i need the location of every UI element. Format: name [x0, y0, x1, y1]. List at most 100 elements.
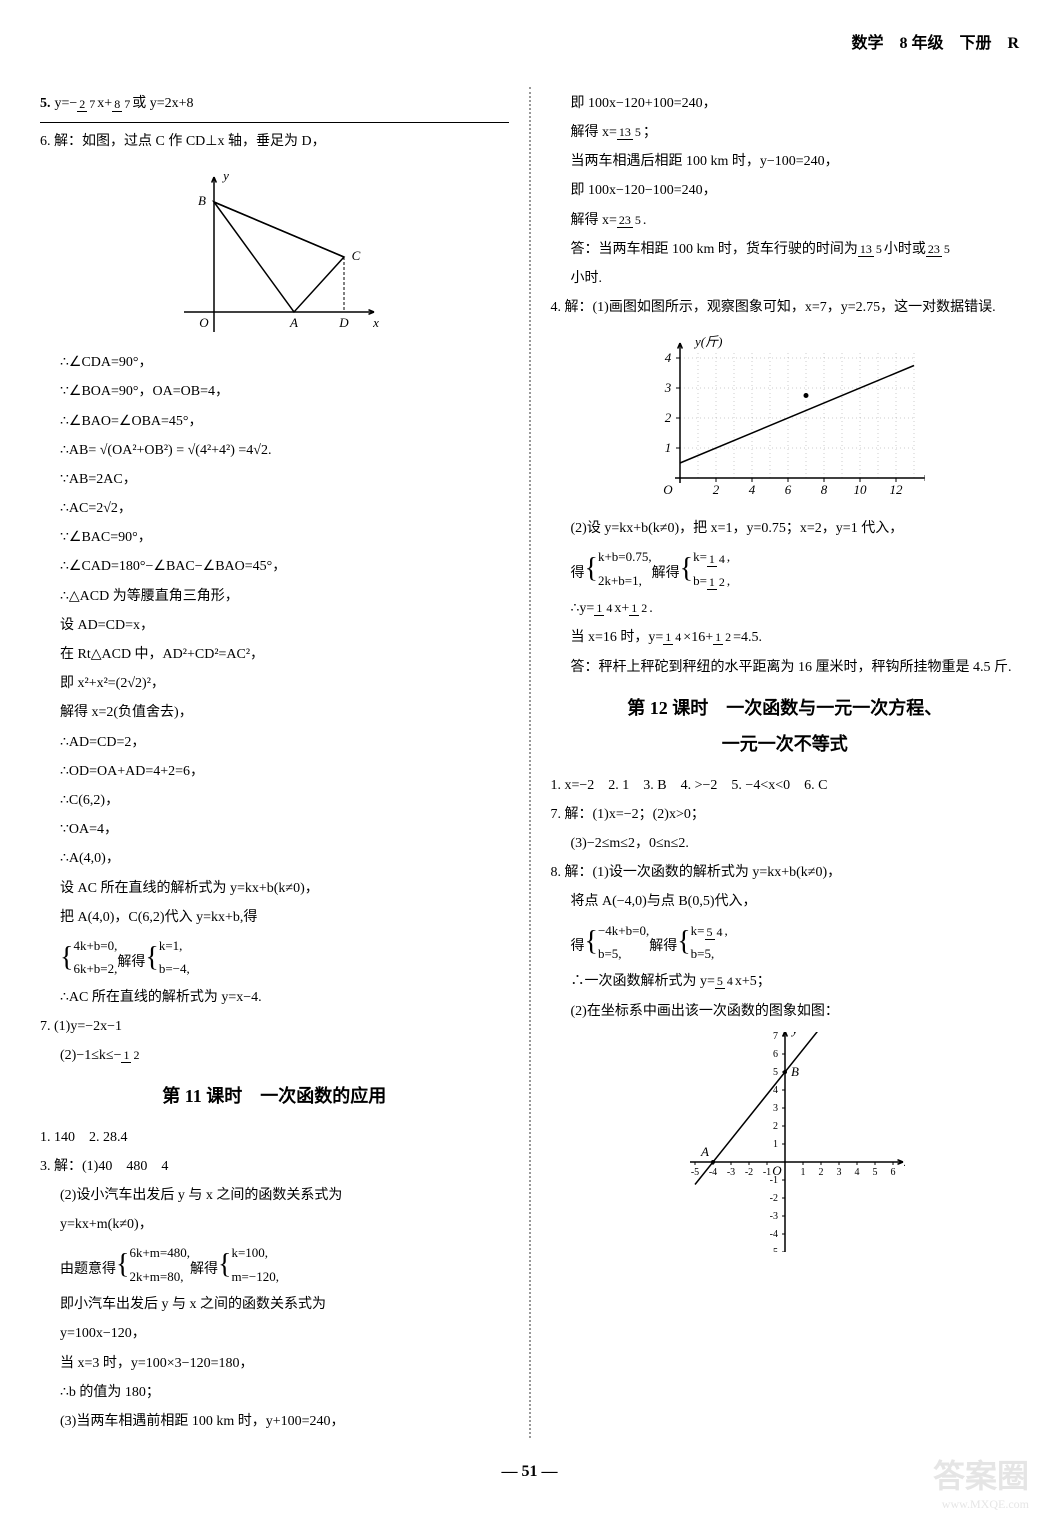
q4-brace: 得 { k+b=0.75,2k+b=1, 解得 { k=14,b=12,	[551, 545, 1020, 592]
svg-text:2: 2	[665, 410, 672, 425]
svg-text:6: 6	[890, 1167, 895, 1178]
r5: 解得 x=235.	[551, 208, 1020, 233]
r1: 即 100x−120+100=240，	[551, 91, 1020, 116]
svg-text:-4: -4	[709, 1167, 717, 1178]
svg-text:x: x	[372, 315, 379, 330]
page-header: 数学 8 年级 下册 R	[40, 30, 1019, 67]
two-column-layout: 5. y=−27x+87或 y=2x+8 6. 解：如图，过点 C 作 CD⊥x…	[40, 87, 1019, 1438]
svg-text:-3: -3	[727, 1167, 735, 1178]
s11-q3-3: (3)当两车相遇前相距 100 km 时，y+100=240，	[40, 1409, 509, 1434]
svg-text:1: 1	[800, 1167, 805, 1178]
q6-step: ∴AC=2√2，	[40, 496, 509, 521]
q6-step: 设 AC 所在直线的解析式为 y=kx+b(k≠0)，	[40, 876, 509, 901]
r3: 当两车相遇后相距 100 km 时，y−100=240，	[551, 149, 1020, 174]
q6-step: 即 x²+x²=(2√2)²，	[40, 671, 509, 696]
q6-working: ∴∠CDA=90°， ∵∠BOA=90°，OA=OB=4， ∴∠BAO=∠OBA=4…	[40, 350, 509, 930]
s11-q3-2f: ∴b 的值为 180；	[40, 1380, 509, 1405]
q6-step: ∴∠CAD=180°−∠BAC−∠BAO=45°，	[40, 554, 509, 579]
q6-brace-system: { 4k+b=0,6k+b=2, 解得 { k=1,b=−4,	[40, 934, 509, 981]
solve-label-3: 解得	[652, 561, 680, 586]
s12-q8b: 将点 A(−4,0)与点 B(0,5)代入，	[551, 889, 1020, 914]
q6-step: 设 AD=CD=x，	[40, 613, 509, 638]
svg-text:A: A	[700, 1144, 709, 1159]
svg-text:O: O	[200, 315, 210, 330]
svg-text:1: 1	[665, 440, 672, 455]
s12-q7: 7. 解：(1)x=−2；(2)x>0；	[551, 802, 1020, 827]
svg-text:O: O	[663, 482, 673, 497]
svg-text:5: 5	[773, 1067, 778, 1078]
svg-text:1: 1	[773, 1139, 778, 1150]
svg-text:2: 2	[773, 1121, 778, 1132]
s12-brace: 得 { −4k+b=0,b=5, 解得 { k=54,b=5,	[551, 919, 1020, 966]
svg-text:2: 2	[818, 1167, 823, 1178]
svg-text:4: 4	[854, 1167, 859, 1178]
page-number: — 51 —	[40, 1458, 1019, 1487]
svg-text:O: O	[772, 1163, 782, 1178]
svg-text:A: A	[289, 315, 298, 330]
svg-text:5: 5	[872, 1167, 877, 1178]
q5: 5. y=−27x+87或 y=2x+8	[40, 91, 509, 116]
s12-concl: ∴一次函数解析式为 y=54x+5；	[551, 969, 1020, 994]
r7: 小时.	[551, 266, 1020, 291]
q6-step: ∴OD=OA+AD=4+2=6，	[40, 759, 509, 784]
section-12-title-b: 一元一次不等式	[551, 728, 1020, 760]
svg-text:B: B	[198, 193, 206, 208]
svg-text:4: 4	[749, 482, 756, 497]
svg-text:7: 7	[773, 1032, 778, 1042]
column-divider	[529, 87, 531, 1438]
svg-text:y: y	[221, 168, 229, 183]
q7-1: 7. (1)y=−2x−1	[40, 1014, 509, 1039]
s11-q3: 3. 解：(1)40 480 4	[40, 1154, 509, 1179]
svg-text:y(斤): y(斤)	[693, 334, 722, 349]
diagram-linear-graph: -5-4-3-2-1123456-5-4-3-2-11234567ABOxy	[665, 1032, 905, 1252]
q6-step: ∵AB=2AC，	[40, 467, 509, 492]
svg-text:-3: -3	[769, 1211, 777, 1222]
svg-text:-5: -5	[691, 1167, 699, 1178]
q6-step: ∴AB= √(OA²+OB²) = √(4²+4²) =4√2.	[40, 438, 509, 463]
r2: 解得 x=135；	[551, 120, 1020, 145]
svg-text:6: 6	[773, 1049, 778, 1060]
q6-step: ∴A(4,0)，	[40, 846, 509, 871]
svg-text:-2: -2	[769, 1193, 777, 1204]
svg-text:6: 6	[785, 482, 792, 497]
q6-step: 解得 x=2(负值舍去)，	[40, 700, 509, 725]
q6-step: ∵∠BOA=90°，OA=OB=4，	[40, 379, 509, 404]
q6-step: ∴∠CDA=90°，	[40, 350, 509, 375]
svg-text:3: 3	[773, 1103, 778, 1114]
svg-text:D: D	[339, 315, 350, 330]
q4-ans: 答：秤杆上秤砣到秤纽的水平距离为 16 厘米时，秤钩所挂物重是 4.5 斤.	[551, 655, 1020, 680]
svg-text:8: 8	[821, 482, 828, 497]
q6-step: ∴AD=CD=2，	[40, 730, 509, 755]
svg-text:-2: -2	[745, 1167, 753, 1178]
svg-text:C: C	[352, 248, 361, 263]
s11-brace: 由题意得 { 6k+m=480,2k+m=80, 解得 { k=100,m=−1…	[40, 1241, 509, 1288]
s11-q3-2b: y=kx+m(k≠0)，	[40, 1212, 509, 1237]
svg-text:10: 10	[853, 482, 867, 497]
r4: 即 100x−120−100=240，	[551, 178, 1020, 203]
q6-step: ∴△ACD 为等腰直角三角形，	[40, 584, 509, 609]
s11-q3-2: (2)设小汽车出发后 y 与 x 之间的函数关系式为	[40, 1183, 509, 1208]
s12-q1: 1. x=−2 2. 1 3. B 4. >−2 5. −4<x<0 6. C	[551, 773, 1020, 798]
q7-2: (2)−1≤k≤−12	[40, 1043, 509, 1068]
svg-text:-5: -5	[769, 1247, 777, 1252]
q6-conclusion: ∴AC 所在直线的解析式为 y=x−4.	[40, 985, 509, 1010]
q4: 4. 解：(1)画图如图所示，观察图象可知，x=7，y=2.75，这一对数据错误…	[551, 295, 1020, 320]
q4-when: 当 x=16 时，y=14×16+12=4.5.	[551, 625, 1020, 650]
get-label: 得	[571, 561, 585, 586]
q6-step: ∴∠BAO=∠OBA=45°，	[40, 409, 509, 434]
diagram-scatter-line: 246810121234Ox(厘米)y(斤)	[645, 328, 925, 508]
q5-num: 5.	[40, 91, 51, 116]
svg-text:12: 12	[889, 482, 903, 497]
svg-text:x: x	[903, 1154, 905, 1169]
left-column: 5. y=−27x+87或 y=2x+8 6. 解：如图，过点 C 作 CD⊥x…	[40, 87, 509, 1438]
svg-text:B: B	[791, 1064, 799, 1079]
solve-label-4: 解得	[649, 934, 677, 959]
q6-step: ∴C(6,2)，	[40, 788, 509, 813]
s12-q8-2: (2)在坐标系中画出该一次函数的图象如图：	[551, 999, 1020, 1024]
get-label-2: 得	[571, 934, 585, 959]
svg-text:-4: -4	[769, 1229, 777, 1240]
s12-q7b: (3)−2≤m≤2，0≤n≤2.	[551, 831, 1020, 856]
diagram-bac-triangle: O A D B Cx y	[164, 162, 384, 342]
svg-text:3: 3	[836, 1167, 841, 1178]
section-12-title-a: 第 12 课时 一次函数与一元一次方程、	[551, 692, 1020, 724]
